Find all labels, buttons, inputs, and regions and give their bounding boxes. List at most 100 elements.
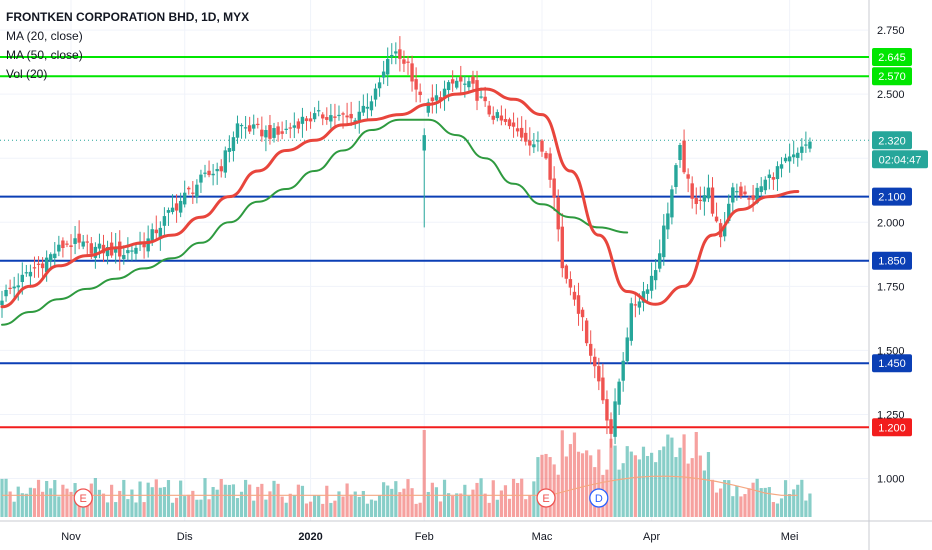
moving-averages [0,87,800,326]
time-tick-label: Nov [61,531,81,543]
volume-bar [183,496,187,517]
volume-bar [779,498,784,517]
candle-body [73,238,77,244]
candle-body [763,179,767,191]
volume-bar [296,484,300,517]
volume-bar [690,458,694,517]
volume-bar [743,494,747,517]
volume-bar [4,478,8,517]
volume-bar [53,480,57,517]
candle-body [288,127,292,129]
volume-bar [650,452,654,517]
time-axis[interactable]: Nov Dis 2020 Feb Mac Apr Mei [61,531,798,543]
volume-bar [698,455,702,517]
candle-body [653,270,658,281]
candle-body [235,123,240,138]
candle-body [536,140,540,142]
volume-bar [12,501,16,517]
candle-body [645,289,650,294]
candle-body [329,115,333,122]
volume-bar [248,484,252,517]
volume-bar [771,502,775,517]
event-marker [589,488,609,508]
candlesticks [0,36,812,448]
candle-body [44,257,49,273]
volume-bar [313,495,317,517]
volume-bar [658,450,662,517]
countdown-tag [872,150,928,169]
volume-bar [61,484,65,517]
candle-body [800,146,804,153]
candle-body [312,113,317,120]
event-marker-label: D [595,493,603,505]
price-axis[interactable]: 2.7502.5002.2502.0001.7501.5001.2501.000… [872,25,928,486]
candle-body [714,216,719,222]
candle-body [166,210,171,213]
volume-bar [788,493,792,517]
volume-bar [211,487,215,517]
candle-body [183,192,187,205]
volume-bar [276,483,280,517]
candle-body [779,164,784,169]
candle-body [532,144,536,148]
volume-bars [0,430,812,517]
candle-body [487,105,491,115]
candle-body [576,295,581,314]
candle-body [321,114,325,119]
candle-body [670,189,674,218]
candle-body [191,192,195,194]
volume-bar [142,502,146,517]
candle-body [203,172,207,174]
candle-body [12,286,16,289]
current-price-tag [872,131,912,150]
candle-body [507,119,512,127]
volume-bar [410,488,414,517]
volume-bar [459,493,463,517]
volume-bar [122,479,126,517]
volume-bar [317,495,321,517]
candle-body [694,198,698,204]
candle-body [219,166,223,172]
candle-body [503,119,508,122]
legend-ma50[interactable]: MA (50, close) [6,48,83,62]
volume-bar [434,487,439,517]
candle-body [345,115,349,118]
candle-body [243,127,248,129]
volume-bar [617,469,621,517]
volume-bar [300,485,305,517]
volume-bar [560,430,564,517]
candle-body [560,226,564,269]
candle-body [564,265,569,279]
volume-bar [682,434,686,517]
volume-bar [804,500,808,517]
candle-body [455,80,459,88]
volume-bar [609,438,613,517]
volume-bar [97,489,102,517]
volume-bar [268,491,272,517]
volume-bar [580,453,585,517]
volume-bar [207,499,211,517]
level-label-bg [872,251,912,270]
volume-bar [187,494,191,517]
volume-bar [507,498,512,517]
legend-volume[interactable]: Vol (20) [6,67,48,81]
legend-ma20[interactable]: MA (20, close) [6,29,83,43]
volume-bar [304,503,309,517]
ma20-line [0,87,800,309]
candle-body [231,137,236,152]
candle-body [4,289,8,297]
symbol-title[interactable]: FRONTKEN CORPORATION BHD, 1D, MYX [6,10,250,24]
candle-body [597,366,601,382]
volume-bar [585,450,589,517]
volume-bar [783,480,788,517]
candle-body [613,401,617,437]
candle-body [390,54,394,57]
volume-bar [414,503,418,517]
volume-bar [487,502,491,517]
volume-bar [390,488,394,517]
horizontal-levels[interactable]: 2.645 2.570 2.100 1.850 1.450 1.200 [0,47,912,437]
volume-bar [174,497,179,517]
